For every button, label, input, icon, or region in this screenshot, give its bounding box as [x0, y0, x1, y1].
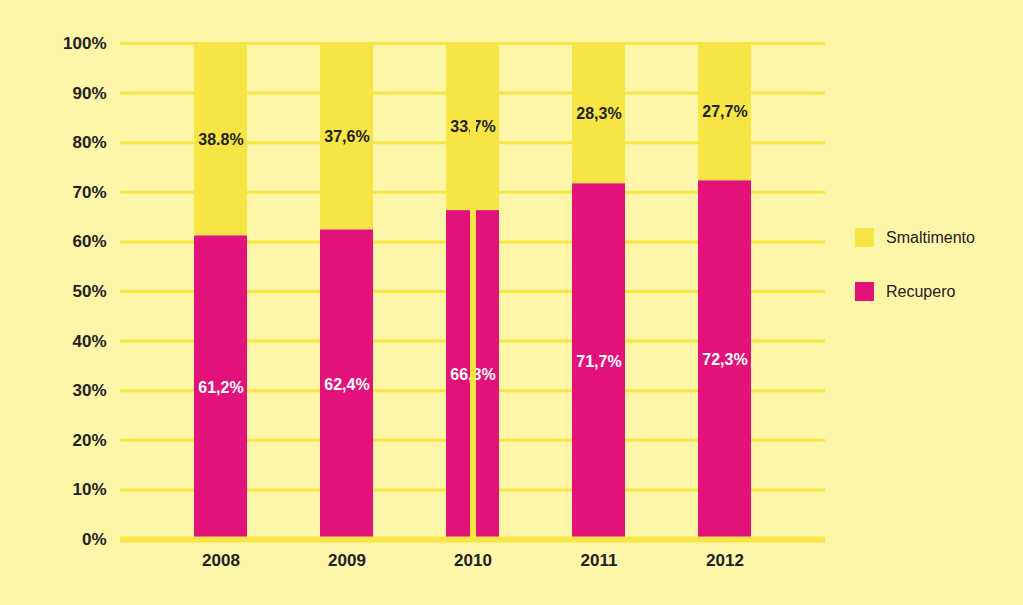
html-text:Recupero: Recupero — [886, 282, 956, 300]
svg-text:2010: 2010 — [454, 551, 492, 570]
svg-text:72,3%: 72,3% — [702, 351, 747, 368]
svg-text:40%: 40% — [72, 332, 106, 351]
svg-text:37,6%: 37,6% — [324, 128, 369, 145]
svg-text:70%: 70% — [72, 183, 106, 202]
svg-text:66,3%: 66,3% — [450, 366, 496, 384]
svg-text:61,2%: 61,2% — [198, 379, 243, 396]
svg-text:71,7%: 71,7% — [576, 353, 621, 370]
svg-text:28,3%: 28,3% — [576, 105, 621, 122]
svg-text:30%: 30% — [72, 381, 106, 400]
svg-text:50%: 50% — [72, 282, 106, 301]
svg-text:38.8%: 38.8% — [198, 131, 243, 148]
svg-text:60%: 60% — [72, 232, 106, 251]
svg-text:27,7%: 27,7% — [702, 103, 747, 120]
svg-text:62,4%: 62,4% — [324, 376, 369, 393]
svg-text:0%: 0% — [82, 530, 107, 549]
svg-text:100%: 100% — [63, 34, 106, 53]
svg-text:90%: 90% — [72, 84, 106, 103]
svg-text:2008: 2008 — [202, 551, 240, 570]
svg-text:2009: 2009 — [328, 551, 366, 570]
svg-text:33,7%: 33,7% — [450, 118, 496, 136]
html-text:Smaltimento: Smaltimento — [886, 228, 975, 246]
svg-text:20%: 20% — [72, 431, 106, 450]
svg-text:80%: 80% — [72, 133, 106, 152]
svg-text:2011: 2011 — [581, 551, 618, 570]
svg-text:10%: 10% — [72, 480, 106, 499]
svg-text:2012: 2012 — [706, 551, 744, 570]
